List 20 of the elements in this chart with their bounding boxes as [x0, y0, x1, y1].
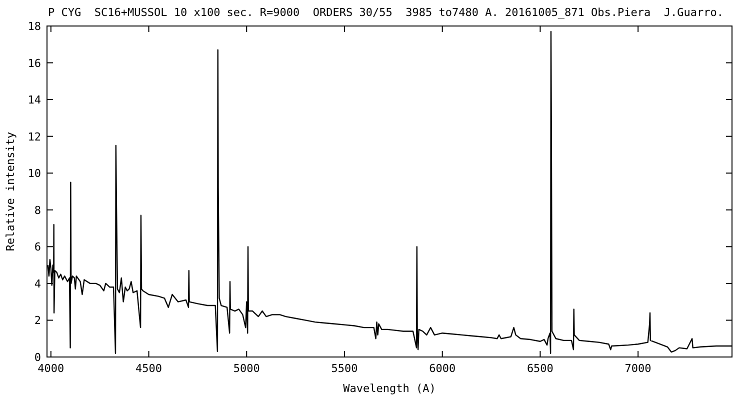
x-tick-label: 5000: [233, 362, 260, 375]
y-tick-label: 0: [34, 351, 41, 364]
y-tick-label: 6: [34, 240, 41, 254]
y-tick-label: 2: [34, 314, 41, 328]
y-tick-label: 18: [28, 20, 41, 33]
y-tick-label: 8: [34, 204, 41, 217]
y-tick-label: 4: [34, 277, 42, 290]
y-axis-title: Relative intensity: [4, 132, 17, 252]
x-tick-label: 6000: [429, 362, 456, 375]
x-tick-label: 4000: [38, 362, 64, 375]
y-tick-label: 12: [28, 130, 41, 144]
y-tick-label: 14: [28, 94, 42, 107]
x-tick-label: 5500: [331, 362, 358, 375]
x-tick-label: 4500: [136, 362, 162, 375]
x-tick-label: 7000: [624, 362, 652, 375]
x-axis-title: Wavelength (A): [343, 382, 436, 395]
y-tick-label: 16: [28, 56, 41, 70]
y-tick-label: 10: [28, 167, 41, 180]
x-tick-label: 6500: [526, 362, 554, 375]
chart-title: P CYG SC16+MUSSOL 10 x100 sec. R=9000 ORDERS 30/55 3985 to7480 A. 20161005_871 Obs.Piera J.Guarro.: [48, 6, 724, 19]
